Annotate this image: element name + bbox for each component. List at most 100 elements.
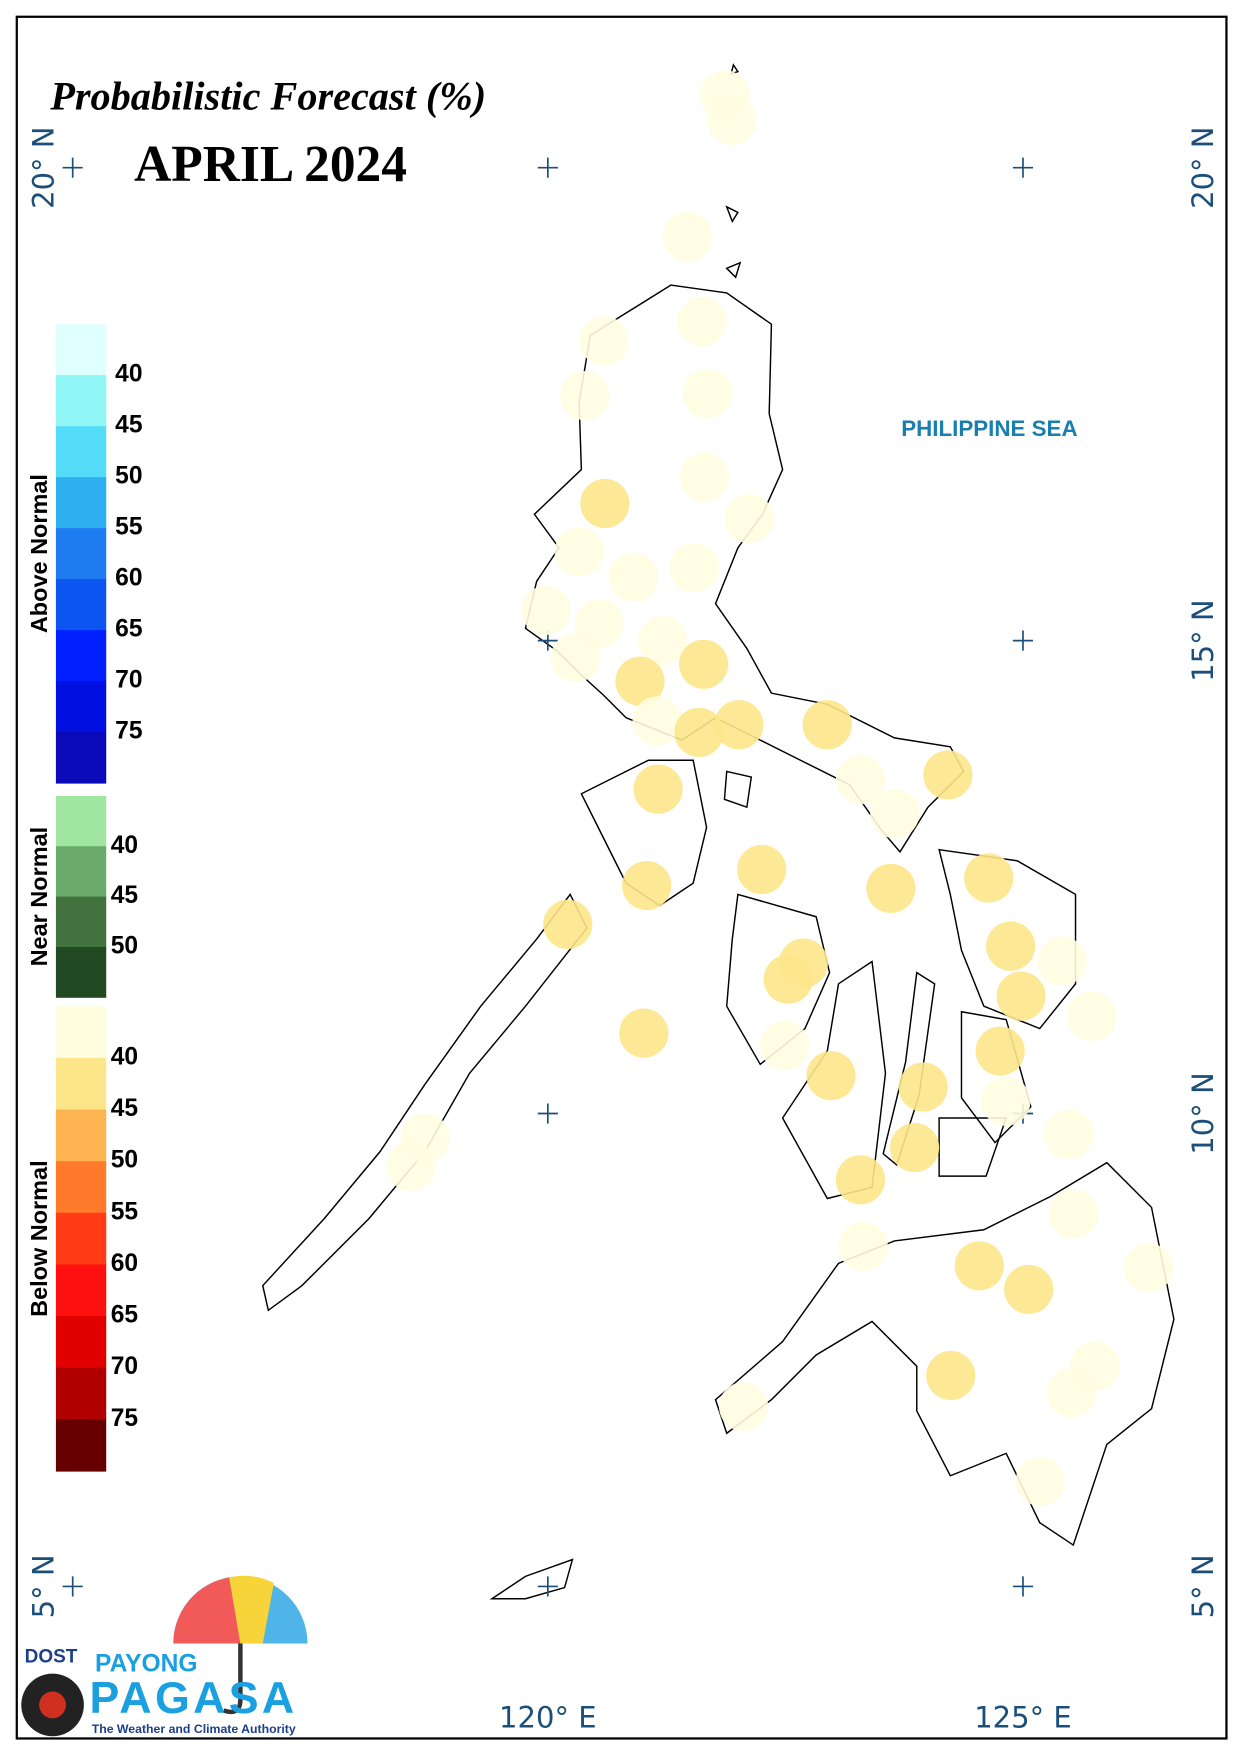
graticule-cross xyxy=(1012,1576,1034,1597)
station xyxy=(622,860,672,911)
legend-swatch xyxy=(55,1109,107,1162)
legend-swatch xyxy=(55,896,107,948)
station xyxy=(923,750,973,800)
legend-swatch xyxy=(55,732,107,784)
legend-swatch xyxy=(55,579,107,631)
legend-swatch xyxy=(55,528,107,580)
station xyxy=(1043,1109,1094,1159)
legend-group-name: Below Normal xyxy=(26,1160,52,1317)
station xyxy=(679,639,729,689)
station xyxy=(550,633,600,683)
map-title: Probabilistic Forecast (%) xyxy=(49,74,486,119)
station xyxy=(1066,991,1116,1041)
graticule-cross xyxy=(1012,630,1034,651)
legend-label: 55 xyxy=(111,1198,138,1225)
legend-label: 45 xyxy=(115,412,142,439)
station xyxy=(1004,1264,1054,1315)
station xyxy=(1046,1367,1097,1418)
station xyxy=(633,764,683,814)
station xyxy=(996,971,1046,1021)
station xyxy=(737,844,787,895)
logo-tagline: The Weather and Climate Authority xyxy=(92,1722,296,1736)
station xyxy=(386,1141,436,1192)
legend-group-name: Near Normal xyxy=(26,827,52,967)
station xyxy=(560,371,610,421)
legend-label: 60 xyxy=(115,565,142,592)
legend-swatch xyxy=(55,375,107,427)
station xyxy=(1015,1456,1065,1507)
station xyxy=(662,212,713,262)
station xyxy=(543,899,593,949)
graticule: 20° N 20° N 15° N 10° N 5° N 5° N 120° E 125° E xyxy=(27,126,1220,1734)
legend-swatch xyxy=(55,796,107,847)
station xyxy=(615,656,665,706)
legend-label: 70 xyxy=(115,667,142,694)
station xyxy=(1037,936,1087,986)
station xyxy=(759,1020,810,1071)
lat-label: 5° N xyxy=(27,1554,61,1618)
station xyxy=(835,1155,886,1205)
legend-label: 65 xyxy=(115,616,142,643)
legend-swatch xyxy=(55,1212,107,1265)
station xyxy=(898,1062,948,1112)
station xyxy=(802,700,852,750)
legend: 40 45 50 55 60 65 70 75 Above Normal 40 45 50 Near N… xyxy=(26,324,143,1472)
legend-swatch xyxy=(55,681,107,733)
legend-label: 75 xyxy=(111,1405,138,1432)
station xyxy=(954,1241,1004,1291)
station xyxy=(724,493,774,544)
legend-swatch xyxy=(55,1161,107,1214)
station xyxy=(632,696,682,746)
logo-emblem-core xyxy=(39,1691,66,1719)
graticule-cross xyxy=(537,1103,558,1124)
lon-label: 120° E xyxy=(499,1700,597,1734)
legend-label: 45 xyxy=(111,882,138,909)
station xyxy=(964,853,1014,903)
station xyxy=(890,1122,940,1173)
legend-swatch xyxy=(55,324,107,376)
station xyxy=(870,789,920,839)
station xyxy=(707,95,757,146)
legend-swatch xyxy=(55,1057,107,1111)
station xyxy=(926,1350,976,1401)
legend-swatch xyxy=(55,426,107,478)
logo-agency: DOST xyxy=(25,1646,78,1667)
legend-swatch xyxy=(55,1419,107,1472)
legend-swatch xyxy=(55,1367,107,1420)
station xyxy=(763,954,813,1004)
legend-label: 50 xyxy=(111,932,138,959)
legend-group-name: Above Normal xyxy=(26,474,52,633)
legend-label: 70 xyxy=(111,1353,138,1380)
legend-swatch xyxy=(55,630,107,682)
graticule-cross xyxy=(1012,157,1034,178)
graticule-cross xyxy=(62,157,83,178)
lat-label: 20° N xyxy=(1186,126,1220,208)
station xyxy=(981,1076,1031,1126)
legend-label: 55 xyxy=(115,514,142,541)
map-subtitle: APRIL 2024 xyxy=(134,136,407,193)
legend-swatch xyxy=(55,946,107,998)
lat-label: 5° N xyxy=(1186,1554,1220,1618)
logo: DOST PAYONG PAGASA The Weather and Clima… xyxy=(21,1575,308,1737)
station xyxy=(669,543,719,593)
legend-swatch xyxy=(55,1264,107,1317)
legend-swatch xyxy=(55,1316,107,1369)
legend-swatch xyxy=(55,477,107,529)
station xyxy=(806,1051,856,1101)
graticule-cross xyxy=(537,1576,558,1597)
station xyxy=(1048,1189,1098,1239)
logo-umbrella-panel xyxy=(229,1575,274,1644)
station xyxy=(674,707,724,757)
sea-label: PHILIPPINE SEA xyxy=(901,416,1077,441)
legend-label: 50 xyxy=(111,1147,138,1174)
legend-label: 65 xyxy=(111,1302,138,1329)
station xyxy=(554,527,604,577)
legend-swatch xyxy=(55,1006,107,1059)
legend-label: 75 xyxy=(115,718,142,745)
station xyxy=(608,552,658,602)
logo-line1: PAYONG xyxy=(95,1650,197,1677)
legend-label: 40 xyxy=(111,1043,138,1070)
station xyxy=(579,316,629,366)
lon-label: 125° E xyxy=(974,1700,1072,1734)
